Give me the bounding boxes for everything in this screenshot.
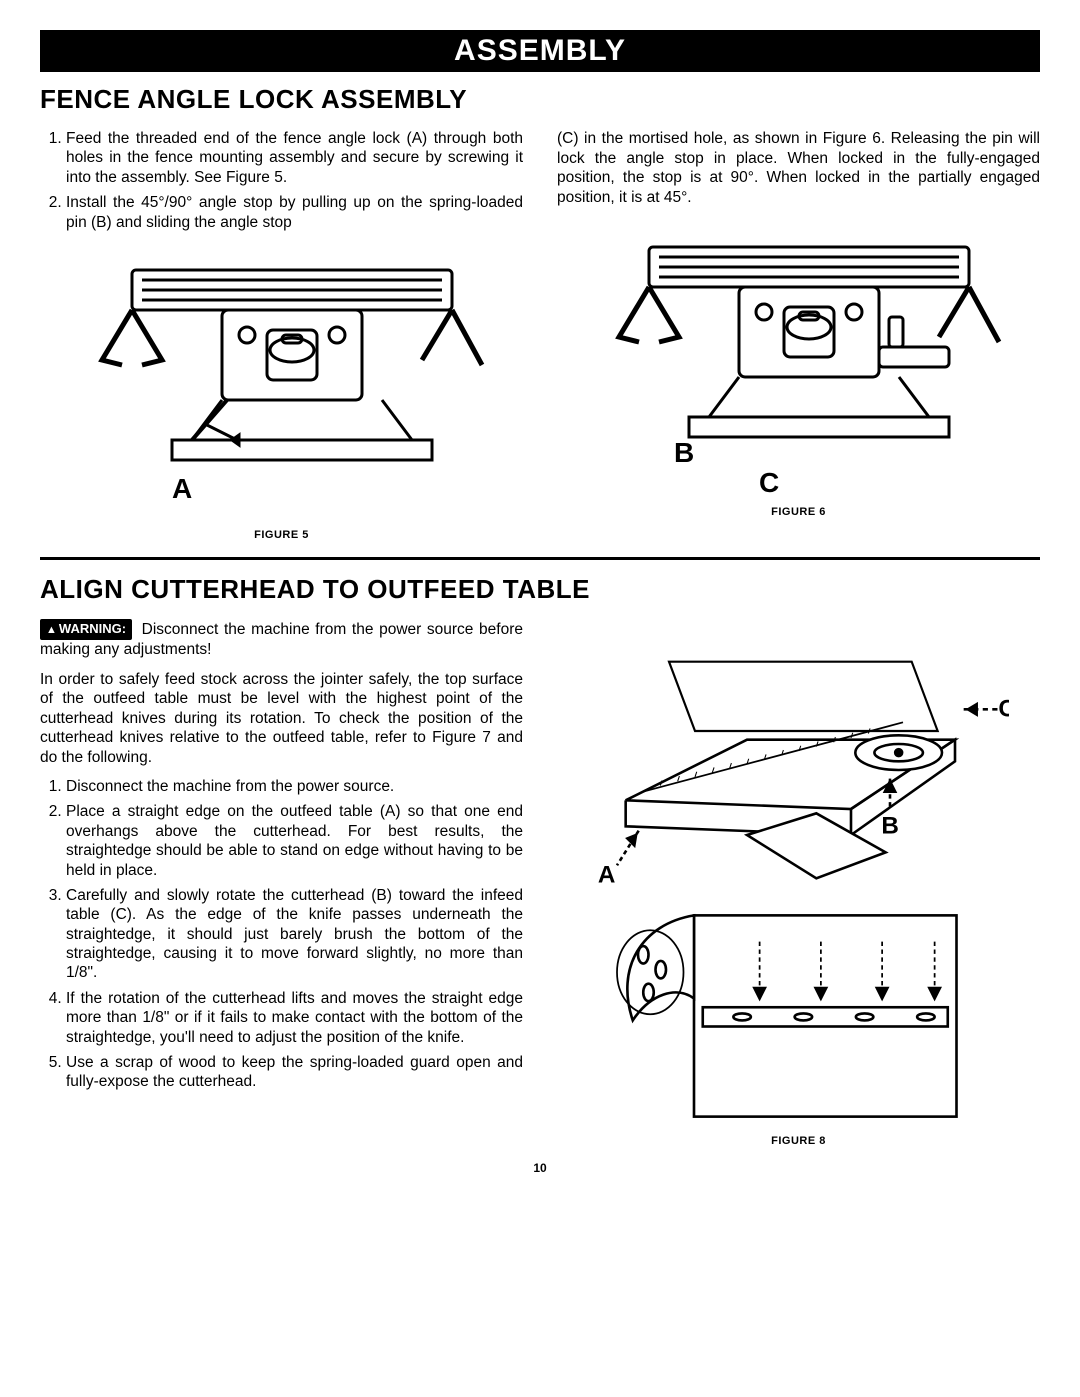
section2-steps: Disconnect the machine from the power so… xyxy=(40,777,523,1092)
section1-columns: Feed the threaded end of the fence angle… xyxy=(40,129,1040,541)
section1-left-col: Feed the threaded end of the fence angle… xyxy=(40,129,523,541)
figure-8-block: FIGURE 8 xyxy=(557,900,1040,1147)
figure7-callout-c: C xyxy=(998,695,1009,722)
figure-6-label: FIGURE 6 xyxy=(557,506,1040,518)
section2-intro: In order to safely feed stock across the… xyxy=(40,670,523,768)
divider xyxy=(40,557,1040,560)
section2-columns: ▲WARNING: Disconnect the machine from th… xyxy=(40,619,1040,1147)
warning-icon: ▲ xyxy=(46,624,57,636)
figure-5-label: FIGURE 5 xyxy=(40,529,523,541)
figure-6-block: B C FIGURE 6 xyxy=(557,217,1040,518)
section2-title: ALIGN CUTTERHEAD TO OUTFEED TABLE xyxy=(40,574,1040,605)
warning-badge: ▲WARNING: xyxy=(40,619,132,640)
figure-7-block: C B A xyxy=(557,627,1040,892)
figure-5-block: A FIGURE 5 xyxy=(40,240,523,541)
figure-7-svg: C B A xyxy=(589,627,1009,887)
page-number: 10 xyxy=(40,1161,1040,1175)
section2-left-col: ▲WARNING: Disconnect the machine from th… xyxy=(40,619,523,1147)
figure5-callout-a: A xyxy=(172,473,192,504)
section1-continuation: (C) in the mortised hole, as shown in Fi… xyxy=(557,129,1040,207)
section2-right-col: C B A xyxy=(557,619,1040,1147)
list-item: Place a straight edge on the outfeed tab… xyxy=(66,802,523,880)
assembly-banner: ASSEMBLY xyxy=(40,30,1040,72)
figure7-callout-b: B xyxy=(881,812,899,839)
list-item: Use a scrap of wood to keep the spring-l… xyxy=(66,1053,523,1092)
section1-right-col: (C) in the mortised hole, as shown in Fi… xyxy=(557,129,1040,541)
section1-title: FENCE ANGLE LOCK ASSEMBLY xyxy=(40,84,1040,115)
list-item: If the rotation of the cutterhead lifts … xyxy=(66,989,523,1047)
figure-8-svg xyxy=(589,906,1009,1126)
warning-label: WARNING: xyxy=(59,621,126,636)
list-item: Disconnect the machine from the power so… xyxy=(66,777,523,796)
list-item: Feed the threaded end of the fence angle… xyxy=(66,129,523,187)
figure-6-svg: B C xyxy=(589,217,1009,497)
warning-block: ▲WARNING: Disconnect the machine from th… xyxy=(40,619,523,660)
list-item: Install the 45°/90° angle stop by pullin… xyxy=(66,193,523,232)
list-item: Carefully and slowly rotate the cutterhe… xyxy=(66,886,523,983)
figure-5-svg: A xyxy=(72,240,492,520)
figure6-callout-c: C xyxy=(759,467,779,497)
figure-8-label: FIGURE 8 xyxy=(557,1135,1040,1147)
section1-steps: Feed the threaded end of the fence angle… xyxy=(40,129,523,232)
figure6-callout-b: B xyxy=(674,437,694,468)
figure7-callout-a: A xyxy=(597,862,615,887)
